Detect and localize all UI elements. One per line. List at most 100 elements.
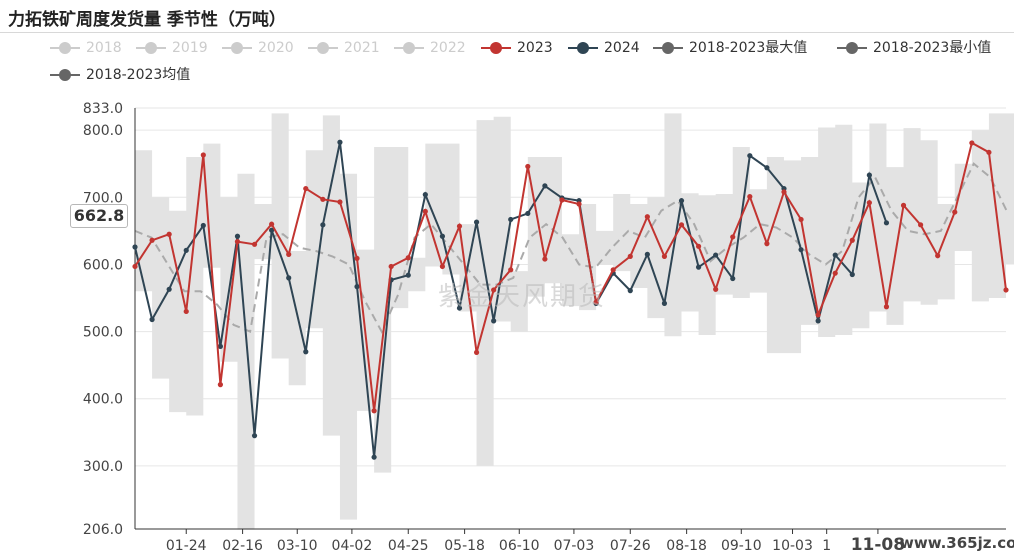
data-point-2024: [234, 233, 241, 239]
data-point-2024: [678, 198, 685, 204]
x-tick-label: 08-18: [666, 538, 707, 554]
data-point-2023: [593, 299, 599, 305]
data-point-2023: [473, 349, 480, 356]
data-point-2023: [747, 194, 753, 200]
data-point-2023: [422, 208, 428, 215]
x-tick-label: 07-03: [554, 538, 595, 554]
data-point-2023: [900, 202, 907, 208]
data-point-2024: [303, 349, 309, 355]
data-point-2024: [542, 183, 548, 189]
y-tick-label: 206.0: [83, 522, 123, 538]
data-point-2024: [473, 219, 480, 225]
x-tick-label: 03-10: [277, 538, 318, 554]
data-point-2023: [883, 304, 890, 310]
data-point-2023: [952, 209, 958, 215]
data-point-2024: [866, 172, 872, 178]
data-point-2023: [866, 200, 872, 206]
data-point-2024: [371, 454, 377, 460]
data-point-2024: [132, 244, 138, 250]
data-point-2024: [798, 247, 804, 253]
legend-label: 2018-2023均值: [86, 67, 191, 83]
x-tick-label: 09-10: [721, 538, 762, 554]
legend-swatch: [50, 69, 80, 81]
data-point-2023: [935, 253, 941, 259]
data-point-2024: [815, 318, 821, 324]
data-point-2024: [183, 247, 189, 253]
y-tick-label: 400.0: [83, 392, 123, 408]
data-point-2023: [969, 140, 975, 146]
data-point-2023: [286, 251, 292, 257]
data-point-2023: [986, 149, 992, 155]
data-point-2023: [781, 189, 787, 195]
data-point-2023: [217, 382, 223, 388]
data-point-2023: [542, 256, 548, 262]
data-point-2023: [405, 255, 411, 261]
data-point-2023: [234, 239, 241, 245]
data-point-2023: [559, 197, 565, 203]
data-point-2023: [132, 263, 138, 270]
legend-label: 2018-2023最大值: [689, 40, 808, 56]
y-tick-label: 500.0: [83, 325, 123, 341]
x-tick-label: 07-26: [610, 538, 651, 554]
title-divider: [0, 32, 1014, 33]
data-point-2024: [695, 264, 702, 270]
y-tick-label: 600.0: [83, 257, 123, 273]
legend-swatch: [481, 42, 511, 54]
legend-swatch: [653, 42, 683, 54]
data-point-2023: [627, 253, 633, 259]
data-point-2024: [849, 271, 855, 278]
data-point-2023: [1003, 287, 1009, 293]
data-point-2024: [422, 192, 428, 198]
legend-swatch: [222, 42, 252, 54]
data-point-2023: [798, 216, 804, 223]
x-tick-label: 04-02: [332, 538, 373, 554]
site-watermark: www.365jz.com: [900, 534, 1014, 552]
data-point-2024: [337, 139, 343, 145]
data-point-2023: [200, 152, 206, 158]
watermark: 紫金天风期货: [438, 282, 607, 312]
legend-swatch: [837, 42, 867, 54]
legend-swatch: [394, 42, 424, 54]
data-point-2023: [354, 255, 360, 262]
y-tick-label: 800.0: [83, 123, 123, 139]
data-point-2023: [849, 237, 855, 243]
legend-swatch: [50, 42, 80, 54]
data-point-2023: [337, 199, 343, 205]
data-point-2023: [269, 221, 275, 227]
data-point-2024: [149, 316, 155, 323]
legend-swatch: [568, 42, 598, 54]
data-point-2023: [713, 286, 719, 292]
x-tick-label: 05-18: [444, 538, 485, 554]
legend-label: 2023: [517, 40, 553, 56]
data-point-2023: [576, 201, 582, 207]
y-tick-label: 833.0: [83, 101, 123, 117]
mean-line: [134, 162, 1008, 334]
x-tick-label: 1: [822, 538, 831, 554]
data-point-2024: [883, 220, 890, 226]
data-point-2023: [678, 222, 685, 228]
legend-label: 2019: [172, 40, 208, 56]
data-point-2024: [508, 216, 514, 223]
data-point-2024: [166, 286, 172, 292]
data-point-2023: [508, 267, 514, 273]
data-point-2024: [747, 153, 753, 159]
max-min-band: [135, 113, 1014, 530]
data-point-2024: [764, 165, 770, 171]
data-point-2023: [525, 163, 531, 170]
data-point-2023: [149, 237, 155, 243]
data-point-2023: [303, 185, 309, 192]
x-tick-label: 11-08: [851, 535, 905, 555]
data-point-2023: [371, 408, 377, 414]
series-line-2023: [134, 141, 1007, 411]
data-point-2023: [456, 223, 463, 229]
data-point-2024: [525, 210, 531, 217]
data-point-2023: [491, 287, 497, 293]
data-point-2024: [405, 272, 411, 278]
data-point-2023: [183, 308, 189, 315]
data-point-2023: [764, 241, 770, 247]
axis-pointer-label: 662.8: [70, 204, 128, 228]
data-point-2024: [491, 318, 497, 324]
data-point-2024: [627, 288, 633, 294]
x-tick-label: 06-10: [499, 538, 540, 554]
